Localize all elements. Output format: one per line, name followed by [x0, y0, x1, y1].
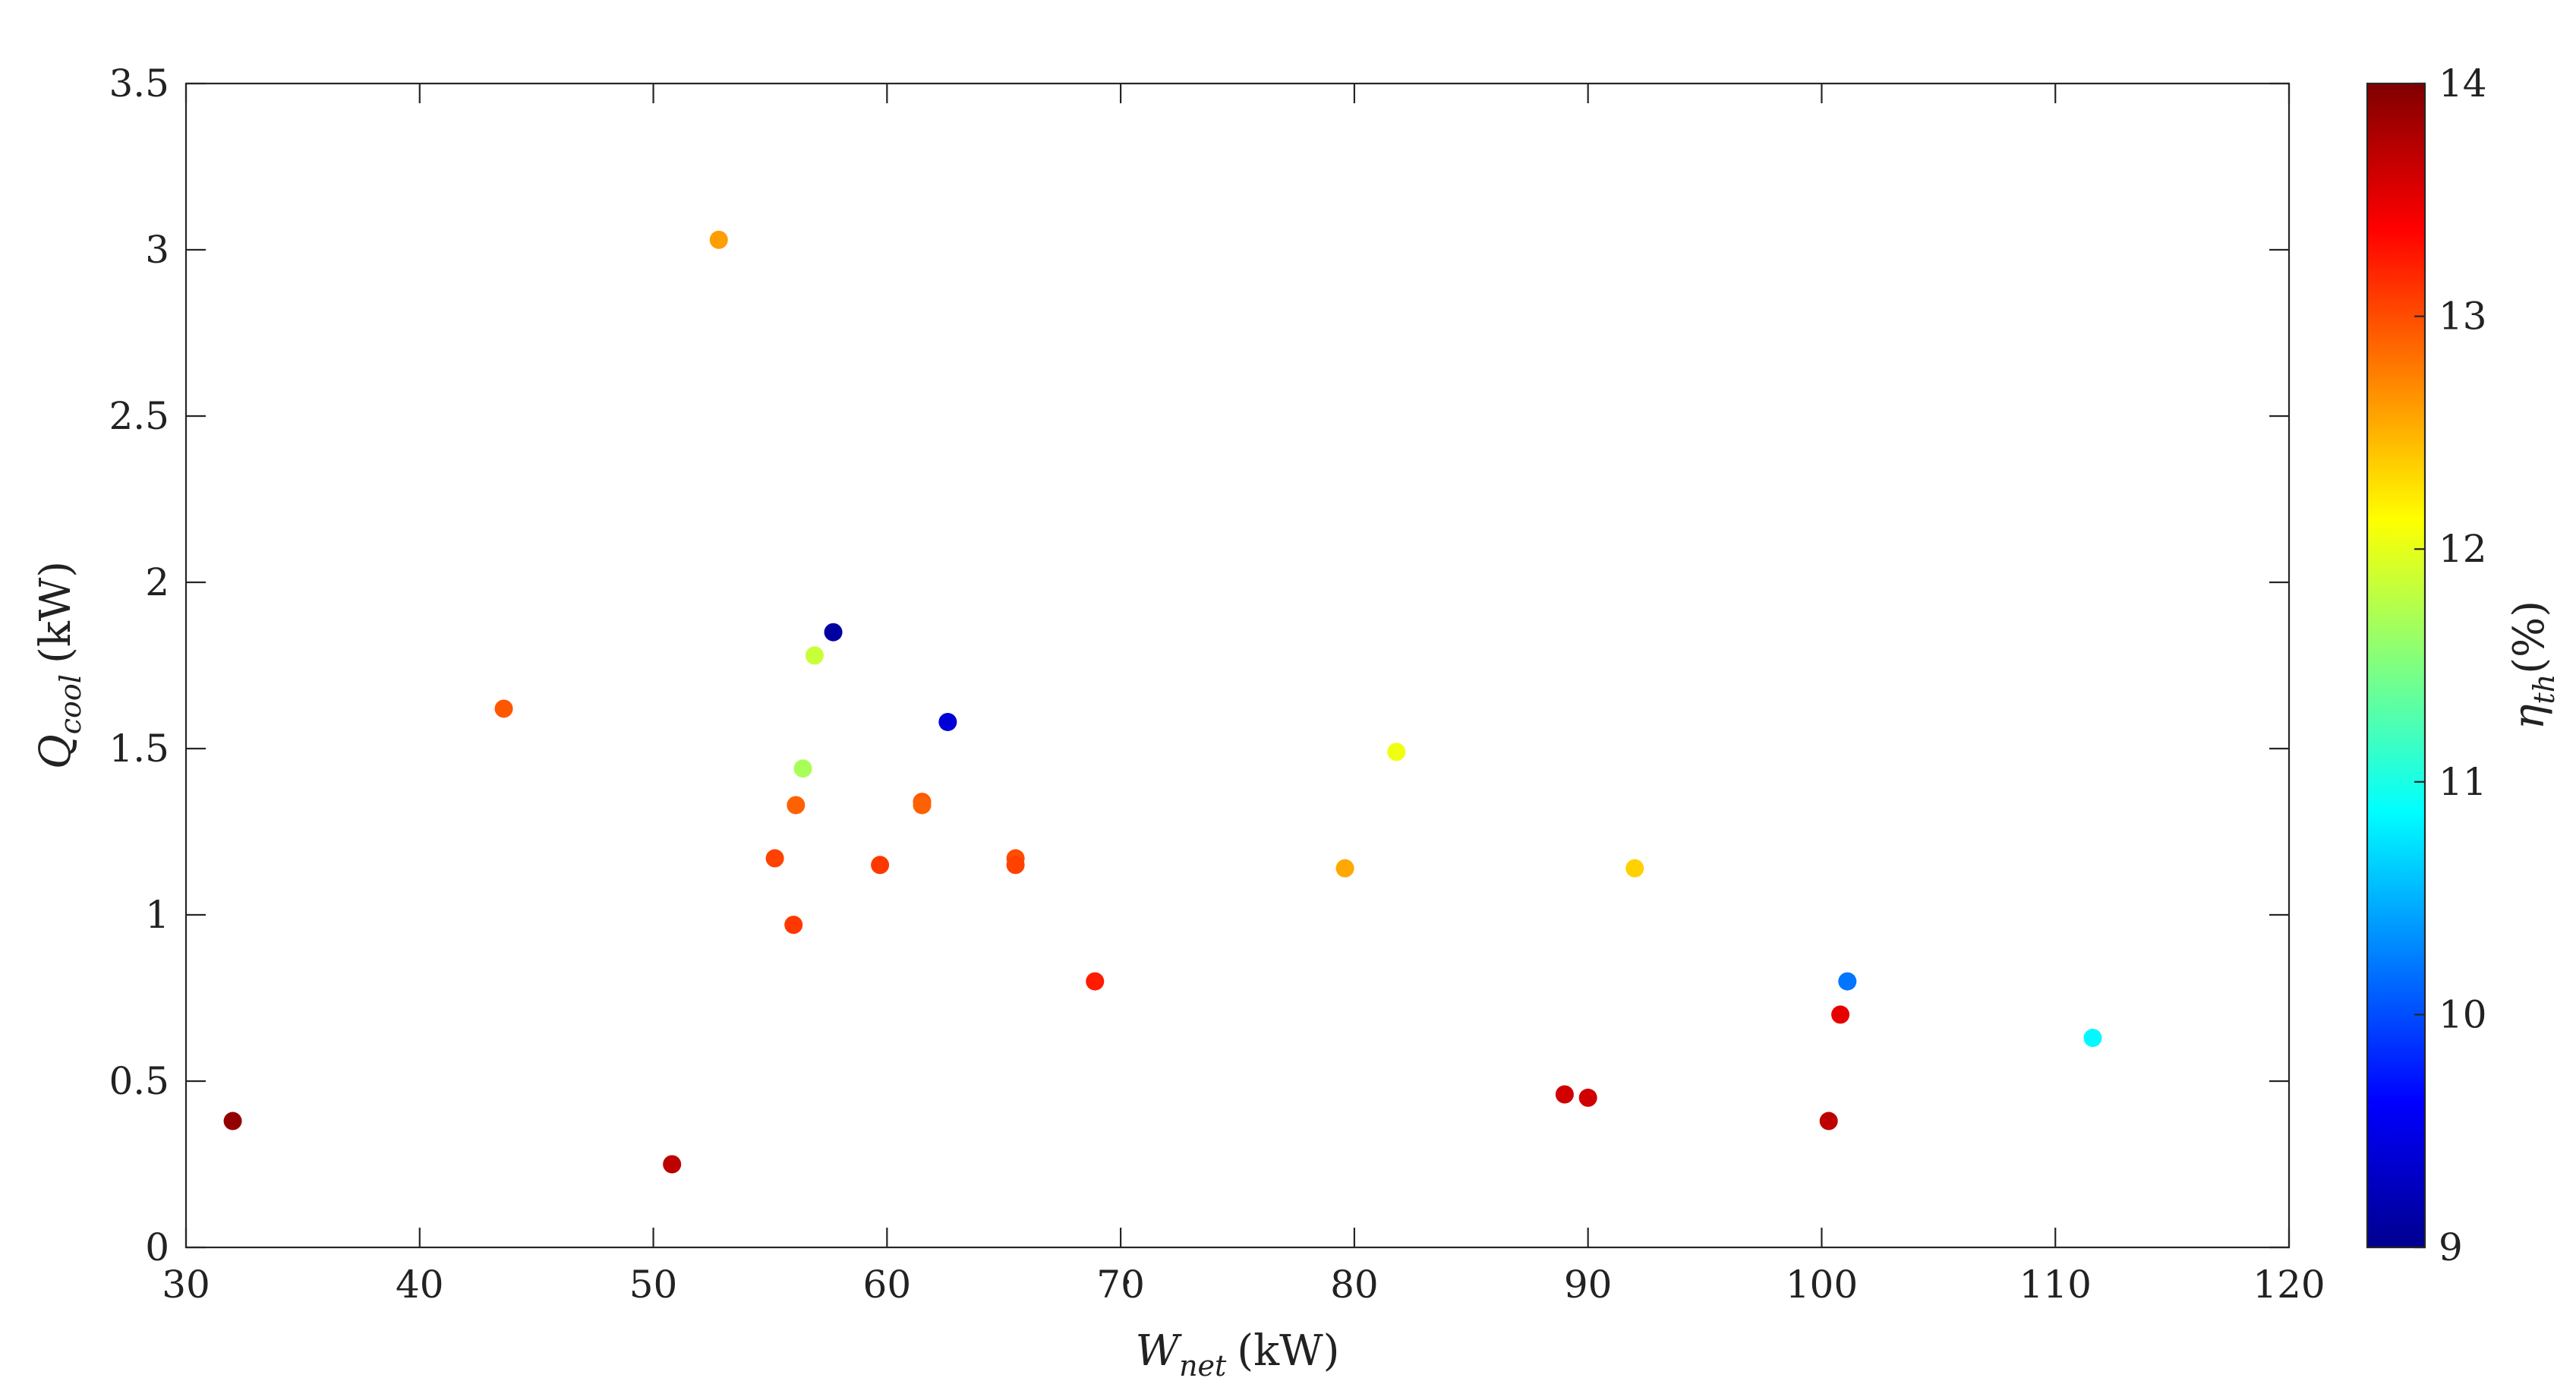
colorbar-tick-label: 14 [2439, 61, 2487, 106]
scatter-point [1387, 743, 1406, 761]
x-axis-label: Wnet (kW) [1136, 1326, 1340, 1383]
x-tick-label: 90 [1564, 1263, 1613, 1307]
colorbar-label-symbol: η [2505, 705, 2554, 730]
y-tick-label: 0.5 [109, 1059, 169, 1103]
scatter-point [2083, 1029, 2102, 1048]
x-axis-label-dot: ˙ [1116, 1273, 1137, 1323]
x-tick-label: 110 [2019, 1263, 2092, 1307]
colorbar-tick-label: 9 [2439, 1225, 2463, 1269]
y-axis-label-symbol: Q [31, 734, 80, 769]
colorbar-tick-label: 11 [2439, 760, 2487, 804]
x-tick-label: 120 [2253, 1263, 2325, 1307]
y-tick-label: 0 [145, 1225, 169, 1269]
x-tick-label: 30 [162, 1263, 210, 1307]
colorbar-ticks: 9 10 11 12 13 14 [2414, 61, 2487, 1269]
y-tick-label: 3 [145, 228, 169, 272]
scatter-point [1335, 859, 1354, 878]
x-tick-label: 100 [1786, 1263, 1858, 1307]
x-tick-label: 40 [396, 1263, 444, 1307]
scatter-point [871, 856, 890, 875]
x-axis-ticks: 30 40 50 60 70 80 90 100 110 120 [162, 84, 2325, 1307]
colorbar-label: ηth(%) [2505, 601, 2561, 730]
y-tick-label: 1.5 [109, 727, 169, 771]
x-axis-label-symbol: W [1136, 1326, 1183, 1376]
scatter-point [784, 916, 803, 935]
x-axis-label-unit: (kW) [1237, 1326, 1339, 1376]
y-axis-label-unit: (kW) [31, 561, 80, 664]
colorbar [2366, 82, 2426, 1249]
scatter-point [1578, 1088, 1597, 1107]
scatter-point [709, 230, 728, 249]
scatter-point [1625, 859, 1644, 878]
colorbar-tick-label: 10 [2439, 992, 2487, 1036]
colorbar-tick-label: 13 [2439, 295, 2487, 339]
colorbar-tick-label: 12 [2439, 527, 2487, 571]
scatter-point [787, 796, 806, 815]
y-axis-ticks: 0 0.5 1 1.5 2 2.5 3 3.5 [109, 61, 2289, 1269]
x-tick-label: 80 [1330, 1263, 1379, 1307]
x-tick-label: 50 [629, 1263, 678, 1307]
y-tick-label: 3.5 [109, 61, 169, 106]
y-axis-label-subscript: cool [54, 674, 87, 734]
colorbar-label-subscript: th [2527, 674, 2561, 705]
scatter-point [793, 759, 812, 778]
scatter-point [805, 646, 824, 665]
scatter-point [494, 699, 513, 718]
scatter-point [1819, 1111, 1838, 1130]
y-tick-label: 1 [145, 893, 169, 937]
scatter-point [1831, 1005, 1850, 1024]
scatter-point [1006, 856, 1025, 875]
y-tick-label: 2 [145, 560, 169, 604]
x-axis-label-subscript: net [1179, 1349, 1227, 1383]
colorbar-label-unit: (%) [2505, 601, 2554, 674]
scatter-point [1086, 972, 1105, 991]
scatter-point [663, 1155, 682, 1174]
x-tick-label: 70 [1096, 1263, 1145, 1307]
scatter-point [824, 623, 843, 642]
scatter-points [223, 230, 2102, 1174]
scatter-point [1838, 972, 1857, 991]
scatter-point [765, 849, 784, 868]
y-tick-label: 2.5 [109, 394, 169, 438]
scatter-point [223, 1111, 242, 1130]
scatter-point [938, 712, 957, 731]
x-tick-label: 60 [863, 1263, 912, 1307]
scatter-point [913, 796, 932, 815]
y-axis-label: Qcool (kW) [31, 561, 87, 769]
y-axis-label-dot: ˙ [0, 752, 30, 773]
plot-area [184, 82, 2291, 1249]
scatter-point [1555, 1085, 1574, 1104]
